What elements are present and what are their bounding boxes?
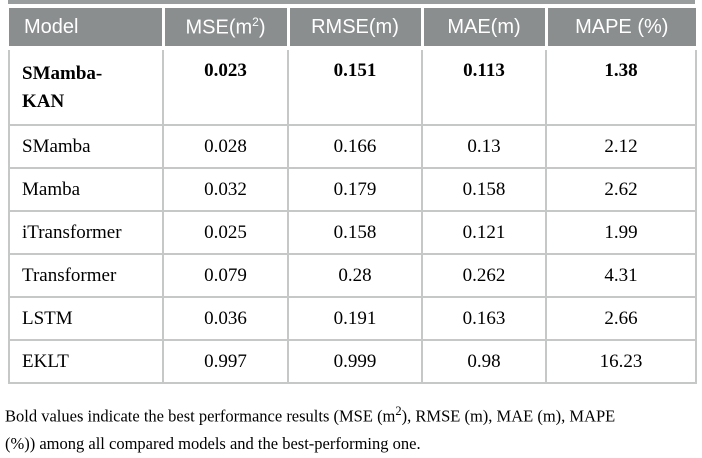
- mse-cell: 0.036: [162, 296, 289, 341]
- column-header-mse: MSE(m2): [163, 8, 290, 50]
- mae-cell: 0.262: [421, 253, 547, 298]
- metrics-table: Model MSE(m2) RMSE(m) MAE(m) MAPE (%) SM…: [8, 8, 697, 384]
- mse-cell: 0.032: [162, 167, 289, 212]
- model-cell: LSTM: [8, 296, 164, 341]
- table-row: EKLT 0.997 0.999 0.98 16.23: [8, 339, 697, 384]
- mae-cell: 0.13: [421, 124, 547, 169]
- rmse-cell: 0.191: [287, 296, 423, 341]
- model-cell: Transformer: [8, 253, 164, 298]
- mape-cell: 16.23: [545, 339, 697, 384]
- table-row: Mamba 0.032 0.179 0.158 2.62: [8, 167, 697, 212]
- model-cell: SMamba: [8, 124, 164, 169]
- column-header-mape: MAPE (%): [546, 8, 696, 50]
- table-row: LSTM 0.036 0.191 0.163 2.66: [8, 296, 697, 341]
- mape-cell: 4.31: [545, 253, 697, 298]
- mape-cell: 1.38: [545, 48, 697, 126]
- footnote-line-1: Bold values indicate the best performanc…: [5, 404, 616, 426]
- table-row: SMamba 0.028 0.166 0.13 2.12: [8, 124, 697, 169]
- model-cell: Mamba: [8, 167, 164, 212]
- table-body: SMamba-KAN 0.023 0.151 0.113 1.38 SMamba…: [8, 48, 697, 384]
- rmse-cell: 0.166: [287, 124, 423, 169]
- table-top-rule: [8, 0, 695, 4]
- model-cell: iTransformer: [8, 210, 164, 255]
- model-name: LSTM: [22, 307, 73, 329]
- column-header-mae: MAE(m): [422, 8, 548, 50]
- mae-cell: 0.113: [421, 48, 547, 126]
- mape-cell: 2.12: [545, 124, 697, 169]
- model-cell: SMamba-KAN: [8, 48, 164, 126]
- model-name: SMamba-KAN: [22, 63, 103, 112]
- mape-cell: 2.66: [545, 296, 697, 341]
- rmse-cell: 0.151: [287, 48, 423, 126]
- table-row: iTransformer 0.025 0.158 0.121 1.99: [8, 210, 697, 255]
- footnote-line-2: (%)) among all compared models and the b…: [5, 434, 421, 453]
- rmse-cell: 0.28: [287, 253, 423, 298]
- mape-cell: 2.62: [545, 167, 697, 212]
- model-name: iTransformer: [22, 221, 122, 243]
- mae-cell: 0.163: [421, 296, 547, 341]
- mse-cell: 0.028: [162, 124, 289, 169]
- table-footnote: Bold values indicate the best performanc…: [5, 398, 699, 458]
- results-table-block: Model MSE(m2) RMSE(m) MAE(m) MAPE (%) SM…: [8, 0, 697, 384]
- mse-cell: 0.025: [162, 210, 289, 255]
- mae-cell: 0.158: [421, 167, 547, 212]
- header-row: Model MSE(m2) RMSE(m) MAE(m) MAPE (%): [9, 8, 696, 50]
- mse-cell: 0.023: [162, 48, 289, 126]
- model-name: SMamba: [22, 135, 91, 157]
- table-row: Transformer 0.079 0.28 0.262 4.31: [8, 253, 697, 298]
- column-header-model: Model: [9, 8, 165, 50]
- rmse-cell: 0.158: [287, 210, 423, 255]
- mae-cell: 0.121: [421, 210, 547, 255]
- mape-cell: 1.99: [545, 210, 697, 255]
- model-name: EKLT: [22, 350, 69, 372]
- model-name: Mamba: [22, 178, 81, 200]
- mae-cell: 0.98: [421, 339, 547, 384]
- rmse-cell: 0.179: [287, 167, 423, 212]
- column-header-rmse: RMSE(m): [288, 8, 424, 50]
- model-cell: EKLT: [8, 339, 164, 384]
- mse-cell: 0.997: [162, 339, 289, 384]
- rmse-cell: 0.999: [287, 339, 423, 384]
- table-row: SMamba-KAN 0.023 0.151 0.113 1.38: [8, 48, 697, 126]
- mse-cell: 0.079: [162, 253, 289, 298]
- model-name: Transformer: [22, 264, 117, 286]
